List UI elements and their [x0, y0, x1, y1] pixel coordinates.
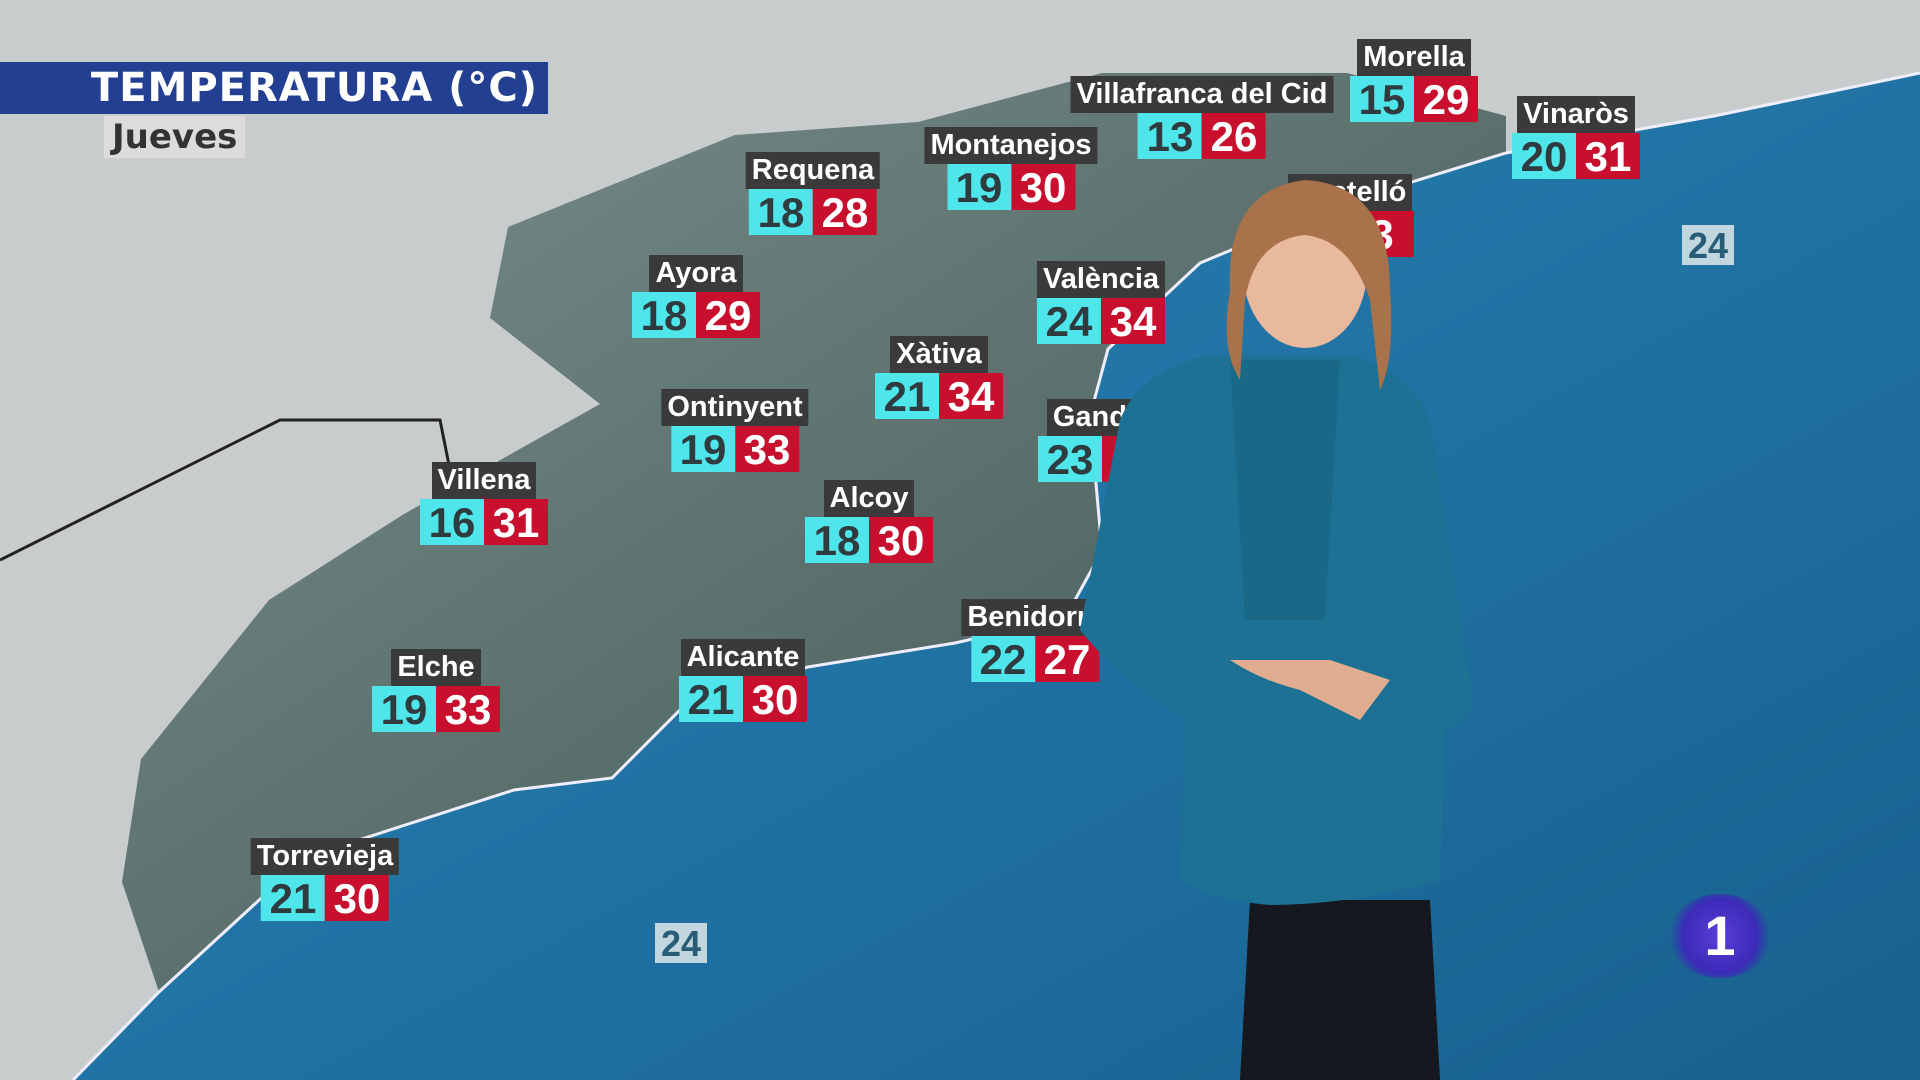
station-label: Alicante 21 30	[679, 639, 807, 723]
station-label: Torrevieja 21 30	[250, 838, 400, 922]
station-name: Elche	[391, 649, 481, 686]
logo-text: 1	[1704, 904, 1736, 967]
min-temperature: 23	[1038, 436, 1102, 483]
station-label: Requena 18 28	[745, 152, 881, 236]
station-name: Ayora	[649, 255, 743, 292]
max-temperature: 29	[1414, 76, 1478, 123]
max-temperature: 31	[1576, 133, 1640, 180]
presenter	[1080, 180, 1473, 1080]
max-temperature: 33	[436, 686, 500, 733]
region-border	[0, 418, 452, 562]
station-label: Morella 15 29	[1350, 39, 1478, 123]
min-temperature: 19	[947, 164, 1011, 211]
station-label: Ayora 18 29	[632, 255, 760, 339]
station-label: Alcoy 18 30	[805, 480, 933, 564]
sea-temperature: 24	[655, 923, 708, 964]
station-label: Benidorm 22 27	[961, 599, 1109, 683]
station-name: València	[1036, 261, 1166, 298]
station-name: Villena	[431, 462, 537, 499]
forecast-day: Jueves	[104, 116, 246, 158]
min-temperature: 21	[679, 676, 743, 723]
station-label: Villena 16 31	[420, 462, 548, 546]
min-temperature: 21	[875, 373, 939, 420]
max-temperature: 34	[1101, 298, 1165, 345]
min-temperature: 20	[1512, 133, 1576, 180]
station-label: Montanejos 19 30	[924, 127, 1098, 211]
station-name: Torrevieja	[250, 838, 400, 875]
station-name: Morella	[1357, 39, 1471, 76]
min-temperature: 15	[1350, 76, 1414, 123]
station-name: Alcoy	[823, 480, 915, 517]
station-name: Alicante	[680, 639, 806, 676]
station-name: Villafranca del Cid	[1070, 76, 1334, 113]
min-temperature: 19	[671, 426, 735, 473]
min-temperature: 18	[805, 517, 869, 564]
max-temperature: 26	[1201, 113, 1266, 160]
min-temperature: 13	[1137, 113, 1202, 160]
min-temperature: 24	[1037, 298, 1101, 345]
max-temperature: 31	[484, 499, 548, 546]
station-name: Montanejos	[924, 127, 1098, 164]
max-temperature: 30	[743, 676, 807, 723]
max-temperature: 34	[939, 373, 1003, 420]
station-label: Ontinyent 19 33	[661, 389, 809, 473]
max-temperature: 30	[324, 875, 389, 922]
station-name: Requena	[745, 152, 881, 189]
min-temperature: 19	[372, 686, 436, 733]
min-temperature: 18	[632, 292, 696, 339]
station-label: Xàtiva 21 34	[875, 336, 1003, 420]
station-label: València 24 34	[1036, 261, 1166, 345]
title-bar: TEMPERATURA (°C)	[0, 62, 548, 114]
max-temperature: 30	[869, 517, 933, 564]
min-temperature: 22	[971, 636, 1035, 683]
max-temperature: 28	[812, 189, 877, 236]
min-temperature: 21	[260, 875, 325, 922]
station-label: Villafranca del Cid 13 26	[1070, 76, 1334, 160]
min-temperature: 16	[420, 499, 484, 546]
max-temperature: 29	[696, 292, 760, 339]
station-name: Xàtiva	[890, 336, 988, 373]
map-title: TEMPERATURA (°C)	[90, 65, 538, 111]
max-temperature: 27	[1035, 636, 1099, 683]
max-temperature: 33	[735, 426, 799, 473]
max-temperature: 30	[1011, 164, 1075, 211]
station-label: Vinaròs 20 31	[1512, 96, 1640, 180]
station-name: Vinaròs	[1517, 96, 1635, 133]
station-label: Elche 19 33	[372, 649, 500, 733]
sea-temperature: 24	[1682, 225, 1735, 266]
min-temperature: 18	[748, 189, 813, 236]
la1-logo: 1	[1668, 894, 1772, 978]
station-name: Ontinyent	[661, 389, 809, 426]
sea-area	[73, 73, 1920, 1080]
